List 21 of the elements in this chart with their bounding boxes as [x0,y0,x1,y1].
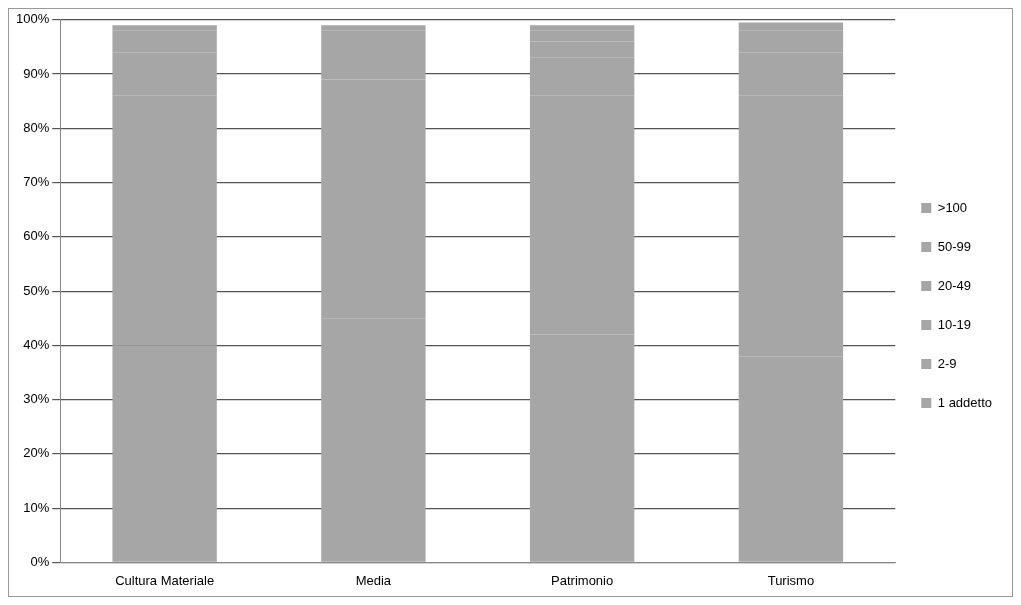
legend-label: 20-49 [937,277,972,293]
y-tick-label: 100% [16,11,50,27]
legend-label: 10-19 [937,316,972,332]
legend-label: 50-99 [937,238,972,254]
y-tick-label: 20% [23,445,50,461]
y-tick-label: 0% [30,553,50,569]
y-tick-label: 90% [23,65,50,81]
x-tick-label: Cultura Materiale [115,572,215,588]
legend-label: 1 addetto [937,394,992,410]
y-tick-label: 80% [23,119,50,135]
x-tick-label: Turismo [767,572,815,588]
y-tick-label: 50% [23,282,50,298]
y-tick-label: 10% [23,499,50,515]
y-tick-label: 40% [23,336,50,352]
y-tick-label: 30% [23,391,50,407]
x-tick-label: Media [355,572,392,588]
y-tick-label: 60% [23,228,50,244]
x-tick-label: Patrimonio [551,572,614,588]
legend-label: >100 [937,199,968,215]
legend-label: 2-9 [937,355,957,371]
y-tick-label: 70% [23,174,50,190]
